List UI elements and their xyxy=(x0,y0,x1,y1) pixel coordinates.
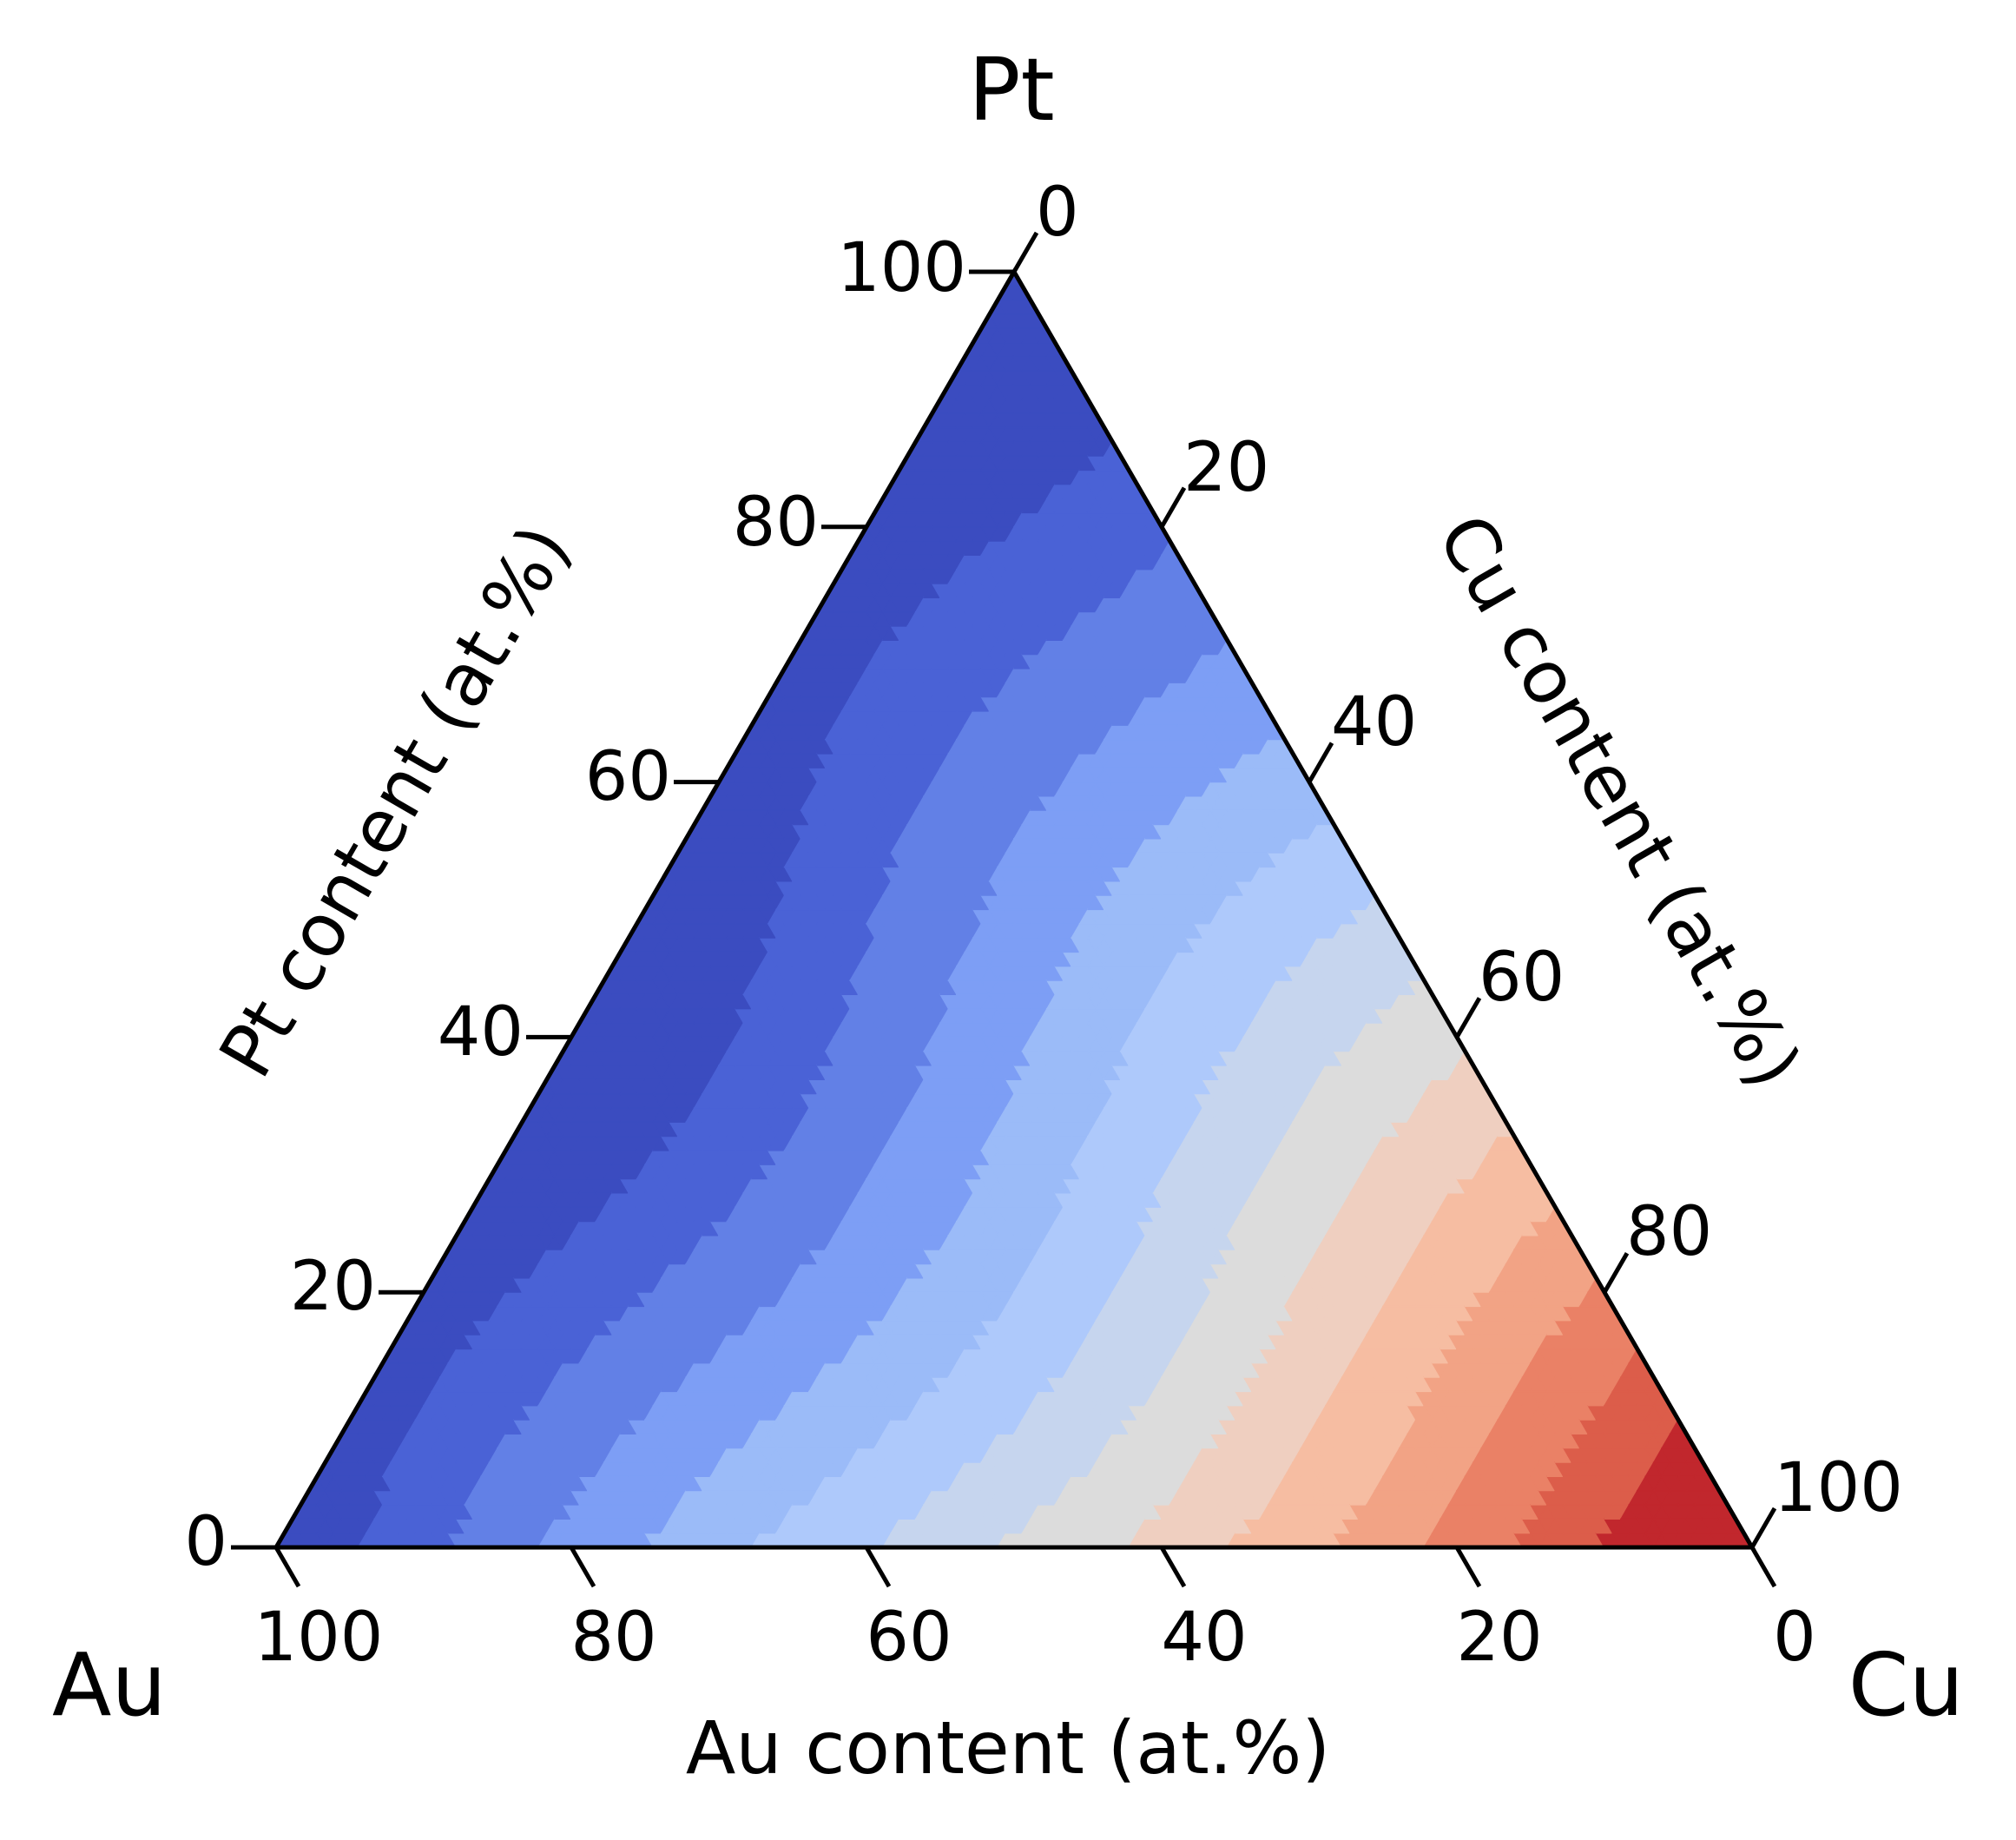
contour-bands xyxy=(274,270,1754,1549)
